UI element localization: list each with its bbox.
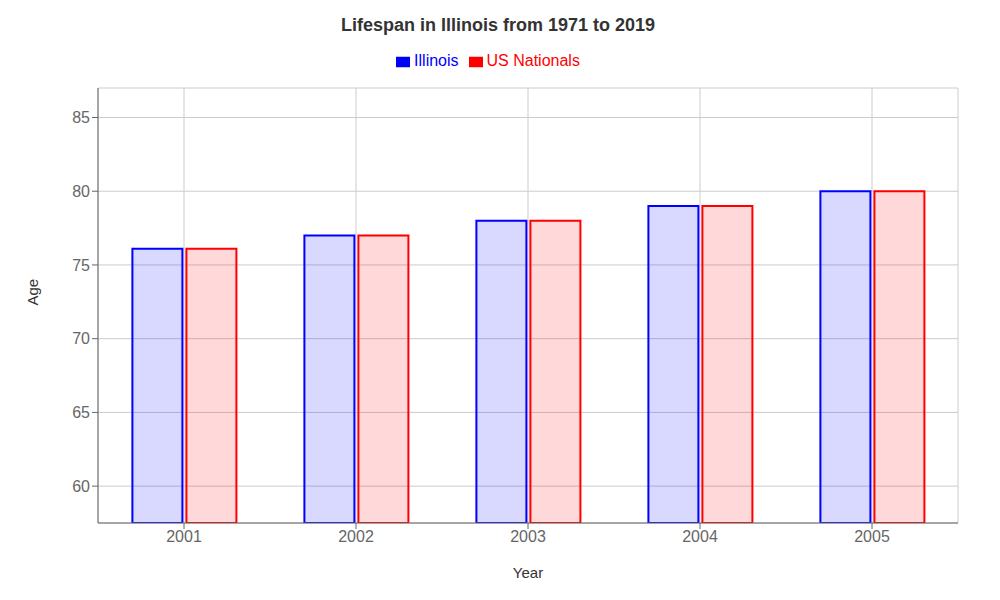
svg-text:2005: 2005 (854, 528, 890, 545)
html-text:Lifespan in Illinois from 1971: Lifespan in Illinois from 1971 to 2019 (340, 15, 655, 35)
html-text:US Nationals: US Nationals (486, 52, 580, 69)
svg-text:85: 85 (72, 109, 90, 126)
html-text:Illinois: Illinois (414, 52, 459, 69)
svg-text:60: 60 (72, 478, 90, 495)
svg-text:2004: 2004 (682, 528, 718, 545)
svg-text:80: 80 (72, 183, 90, 200)
svg-text:2001: 2001 (166, 528, 202, 545)
svg-text:Year: Year (513, 564, 543, 581)
svg-text:2002: 2002 (338, 528, 374, 545)
svg-text:70: 70 (72, 330, 90, 347)
svg-text:65: 65 (72, 404, 90, 421)
svg-text:2003: 2003 (510, 528, 546, 545)
svg-text:75: 75 (72, 257, 90, 274)
svg-text:Age: Age (24, 279, 41, 306)
